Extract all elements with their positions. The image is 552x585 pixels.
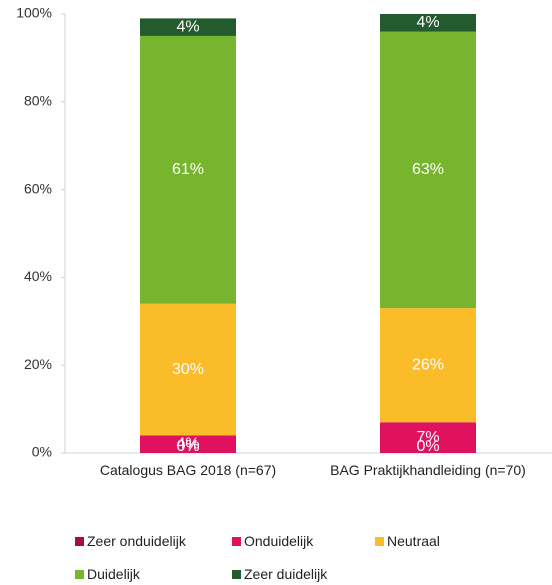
value-label: 0% <box>416 438 439 455</box>
legend-label: Zeer onduidelijk <box>87 533 186 549</box>
y-tick-label: 100% <box>16 5 52 21</box>
legend-item: Onduidelijk <box>232 533 313 549</box>
bar-segment <box>140 435 236 453</box>
legend-label: Neutraal <box>387 533 440 549</box>
legend-label: Duidelijk <box>87 566 140 582</box>
bar-segment <box>140 35 236 304</box>
y-tick-label: 60% <box>24 180 52 196</box>
value-label: 0% <box>176 438 199 455</box>
bar-segment <box>140 18 236 36</box>
x-tick-label: Catalogus BAG 2018 (n=67) <box>99 462 277 478</box>
legend-swatch <box>375 536 384 546</box>
value-label: 63% <box>412 161 444 178</box>
value-label: 4% <box>176 18 199 35</box>
value-label: 30% <box>172 361 204 378</box>
legend-swatch <box>232 569 241 579</box>
legend-label: Zeer duidelijk <box>244 566 328 582</box>
legend-item: Neutraal <box>375 533 440 549</box>
y-tick-label: 20% <box>24 356 52 372</box>
bar-segment <box>380 14 476 32</box>
x-tick-label: BAG Praktijkhandleiding (n=70) <box>330 462 526 478</box>
legend-swatch <box>75 536 84 546</box>
value-label: 4% <box>176 435 199 452</box>
value-label: 7% <box>416 429 439 446</box>
legend-label: Onduidelijk <box>244 533 314 549</box>
y-tick-label: 40% <box>24 268 52 284</box>
legend-item: Duidelijk <box>75 566 140 582</box>
bar-segment <box>380 422 476 453</box>
value-label: 26% <box>412 356 444 373</box>
bar-segment <box>380 308 476 423</box>
y-tick-label: 0% <box>32 444 52 460</box>
legend-swatch <box>232 536 241 546</box>
value-label: 61% <box>172 161 204 178</box>
legend-item: Zeer onduidelijk <box>75 533 186 549</box>
y-tick-label: 80% <box>24 93 52 109</box>
legend-item: Zeer duidelijk <box>232 566 327 582</box>
value-label: 4% <box>416 14 439 31</box>
bar-segment <box>140 303 236 436</box>
legend-swatch <box>75 569 84 579</box>
bar-segment <box>380 31 476 309</box>
